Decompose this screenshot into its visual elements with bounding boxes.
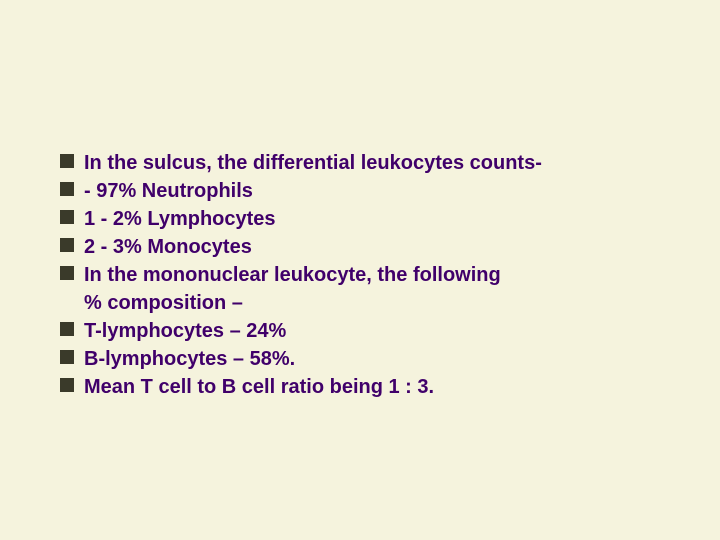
square-bullet-icon bbox=[60, 350, 74, 364]
list-item: - 97% Neutrophils bbox=[60, 178, 680, 204]
list-item-text: 1 - 2% Lymphocytes bbox=[84, 206, 276, 232]
list-item-text: T-lymphocytes – 24% bbox=[84, 318, 286, 344]
list-item-text: - 97% Neutrophils bbox=[84, 178, 253, 204]
list-item: In the sulcus, the differential leukocyt… bbox=[60, 150, 680, 176]
list-item-text: In the sulcus, the differential leukocyt… bbox=[84, 150, 542, 176]
list-item: 2 - 3% Monocytes bbox=[60, 234, 680, 260]
list-item-text: Mean T cell to B cell ratio being 1 : 3. bbox=[84, 374, 434, 400]
list-item: B-lymphocytes – 58%. bbox=[60, 346, 680, 372]
list-item-text: In the mononuclear leukocyte, the follow… bbox=[84, 262, 501, 288]
list-item: T-lymphocytes – 24% bbox=[60, 318, 680, 344]
square-bullet-icon bbox=[60, 266, 74, 280]
square-bullet-icon bbox=[60, 238, 74, 252]
square-bullet-icon bbox=[60, 154, 74, 168]
square-bullet-icon bbox=[60, 210, 74, 224]
list-item-text: B-lymphocytes – 58%. bbox=[84, 346, 295, 372]
list-item: In the mononuclear leukocyte, the follow… bbox=[60, 262, 680, 288]
list-item: 1 - 2% Lymphocytes bbox=[60, 206, 680, 232]
square-bullet-icon bbox=[60, 182, 74, 196]
list-item-text: 2 - 3% Monocytes bbox=[84, 234, 252, 260]
list-item: Mean T cell to B cell ratio being 1 : 3. bbox=[60, 374, 680, 400]
list-item-continuation: % composition – bbox=[84, 290, 680, 316]
square-bullet-icon bbox=[60, 322, 74, 336]
slide-body: In the sulcus, the differential leukocyt… bbox=[60, 150, 680, 402]
square-bullet-icon bbox=[60, 378, 74, 392]
